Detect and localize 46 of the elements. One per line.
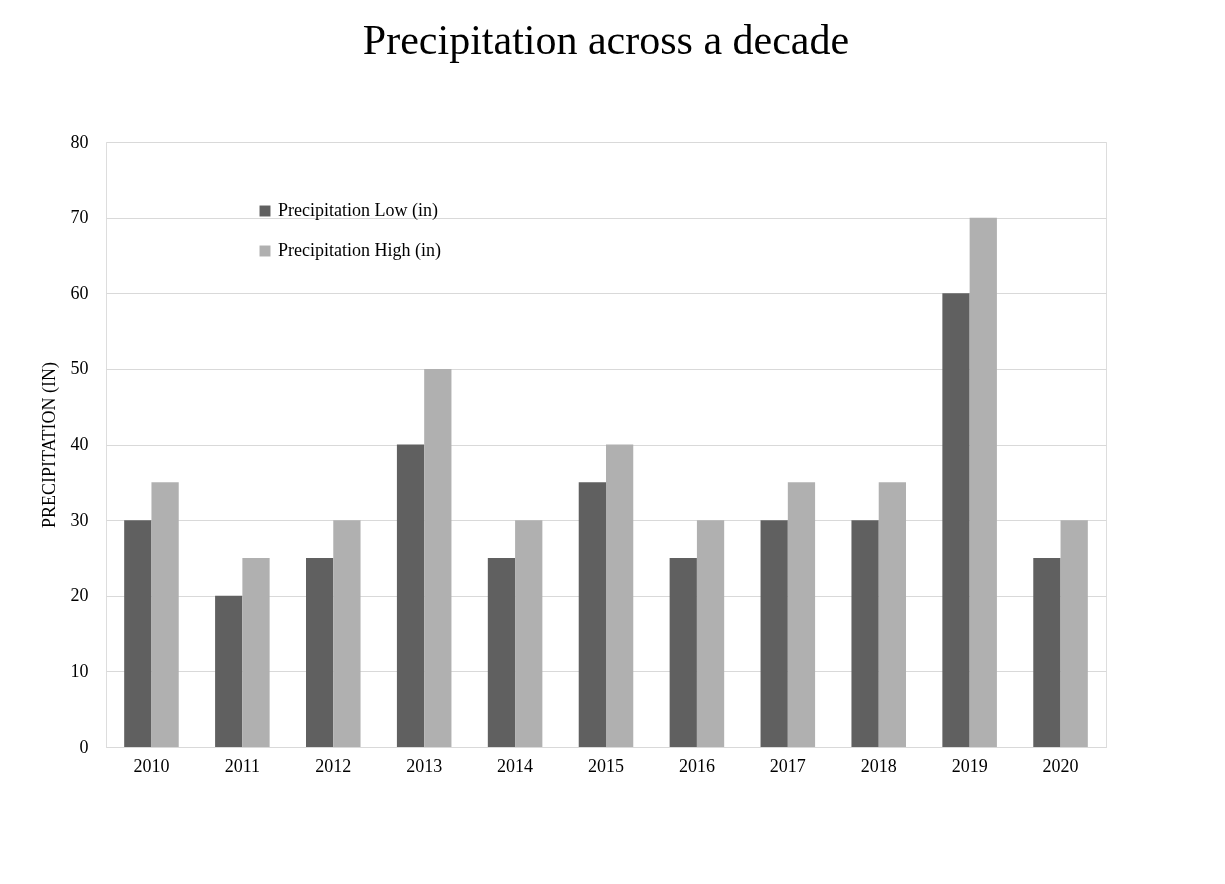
bar bbox=[969, 217, 997, 747]
bar bbox=[151, 482, 179, 747]
y-tick-label: 60 bbox=[70, 282, 89, 303]
x-tick-label: 2013 bbox=[406, 755, 443, 776]
bar bbox=[942, 293, 970, 747]
y-tick-label: 0 bbox=[79, 736, 89, 757]
legend-label: Precipitation High (in) bbox=[278, 240, 441, 261]
y-axis-title: PRECIPITATION (IN) bbox=[38, 361, 60, 529]
y-tick-label: 30 bbox=[70, 509, 89, 530]
y-tick-label: 80 bbox=[70, 131, 89, 152]
y-tick-label: 10 bbox=[70, 660, 89, 681]
bar bbox=[760, 520, 788, 747]
bar bbox=[787, 482, 816, 747]
bar bbox=[669, 557, 697, 747]
y-tick-label: 50 bbox=[70, 358, 89, 379]
x-tick-label: 2018 bbox=[860, 755, 897, 776]
bar bbox=[696, 520, 725, 747]
legend-label: Precipitation Low (in) bbox=[278, 200, 438, 221]
x-tick-label: 2011 bbox=[224, 755, 261, 776]
bar bbox=[606, 444, 634, 747]
x-tick-label: 2019 bbox=[951, 755, 988, 776]
y-tick-label: 70 bbox=[70, 207, 89, 228]
bar bbox=[306, 557, 334, 747]
bar bbox=[1033, 557, 1061, 747]
bar bbox=[424, 368, 452, 747]
x-tick-label: 2020 bbox=[1042, 755, 1079, 776]
y-tick-label: 40 bbox=[70, 434, 89, 454]
bar bbox=[487, 557, 516, 747]
bar bbox=[333, 520, 361, 747]
bar bbox=[215, 595, 243, 747]
bar bbox=[242, 557, 270, 747]
bar bbox=[1060, 520, 1088, 747]
y-tick-label: 20 bbox=[70, 585, 89, 606]
bar bbox=[124, 520, 152, 747]
x-tick-label: 2014 bbox=[497, 755, 534, 776]
chart-title: Precipitation across a decade bbox=[362, 17, 850, 63]
x-tick-label: 2017 bbox=[769, 755, 806, 776]
x-tick-label: 2012 bbox=[315, 755, 352, 776]
bar bbox=[396, 444, 425, 747]
x-tick-label: 2016 bbox=[678, 755, 715, 776]
bar bbox=[878, 482, 906, 747]
bar bbox=[578, 482, 606, 747]
bar bbox=[851, 520, 879, 747]
x-tick-label: 2010 bbox=[133, 755, 170, 776]
x-tick-label: 2015 bbox=[588, 755, 624, 776]
bar bbox=[515, 520, 543, 747]
